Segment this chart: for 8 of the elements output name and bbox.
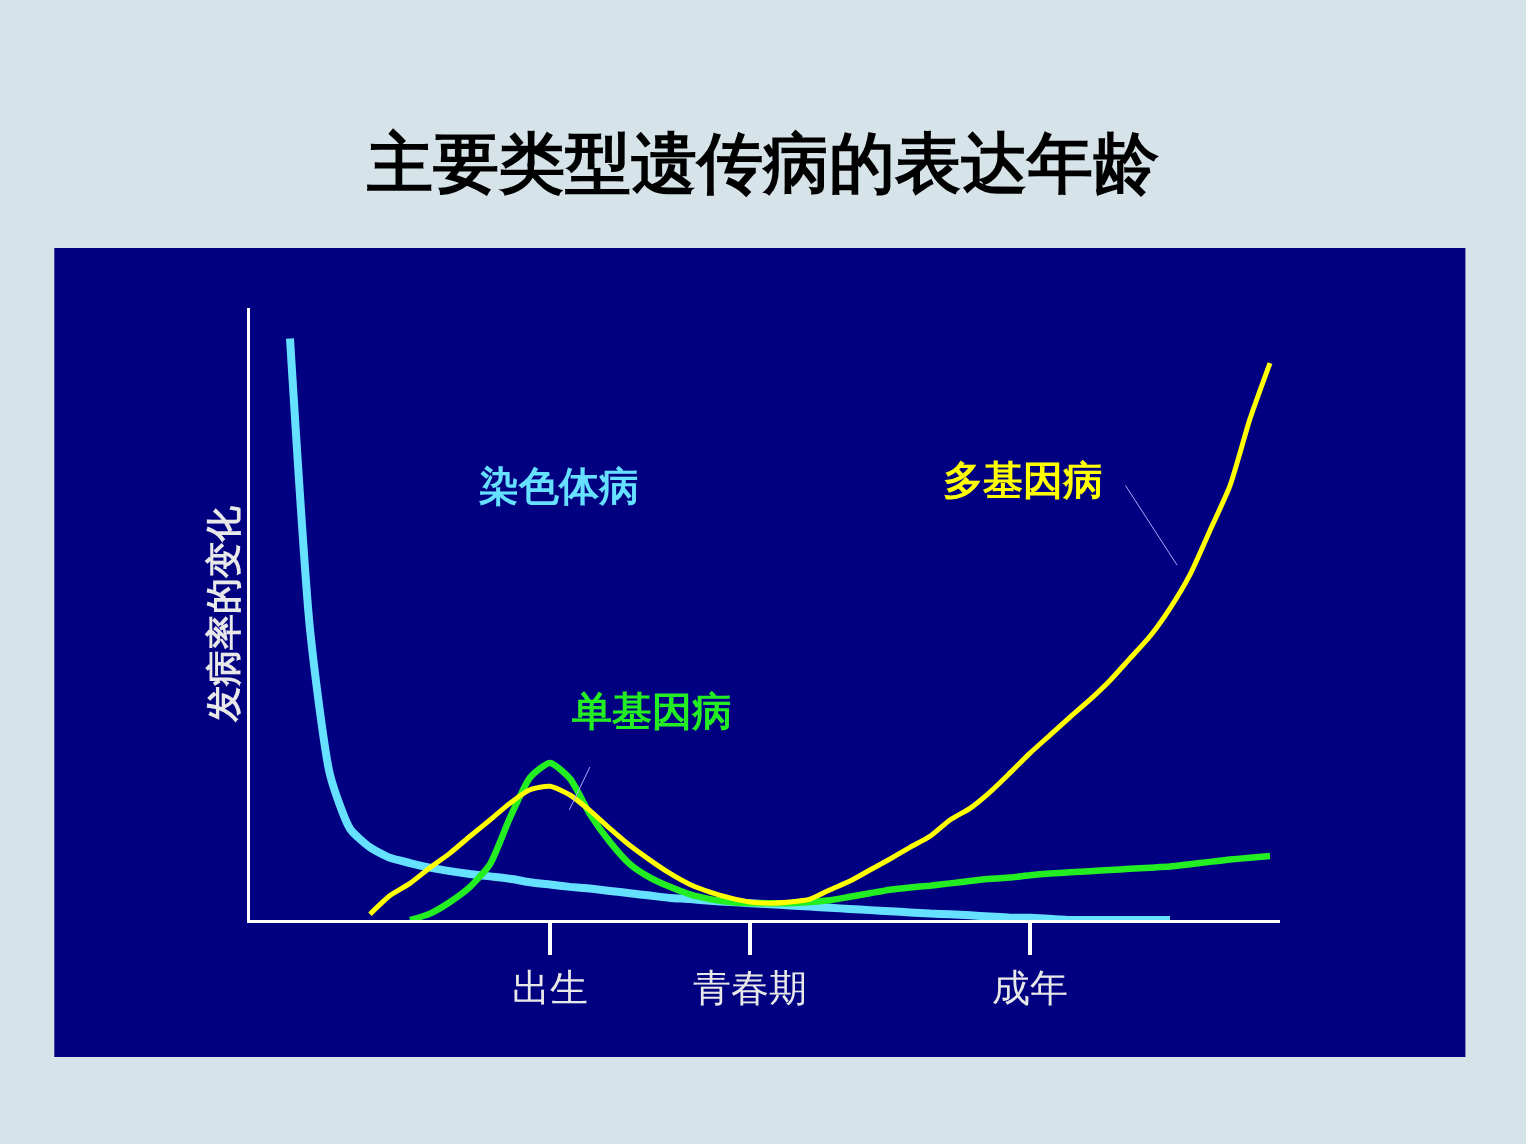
chart-title: 主要类型遗传病的表达年龄 bbox=[366, 125, 1159, 203]
y-axis-title: 发病率的变化 bbox=[202, 505, 244, 723]
x-tick-label: 青春期 bbox=[693, 965, 807, 1010]
x-tick-label: 成年 bbox=[992, 965, 1068, 1010]
text: 多基因病 bbox=[943, 457, 1103, 503]
text: 染色体病 bbox=[479, 463, 639, 509]
x-tick-label: 出生 bbox=[512, 965, 588, 1010]
series-label: 单基因病 bbox=[571, 688, 732, 734]
